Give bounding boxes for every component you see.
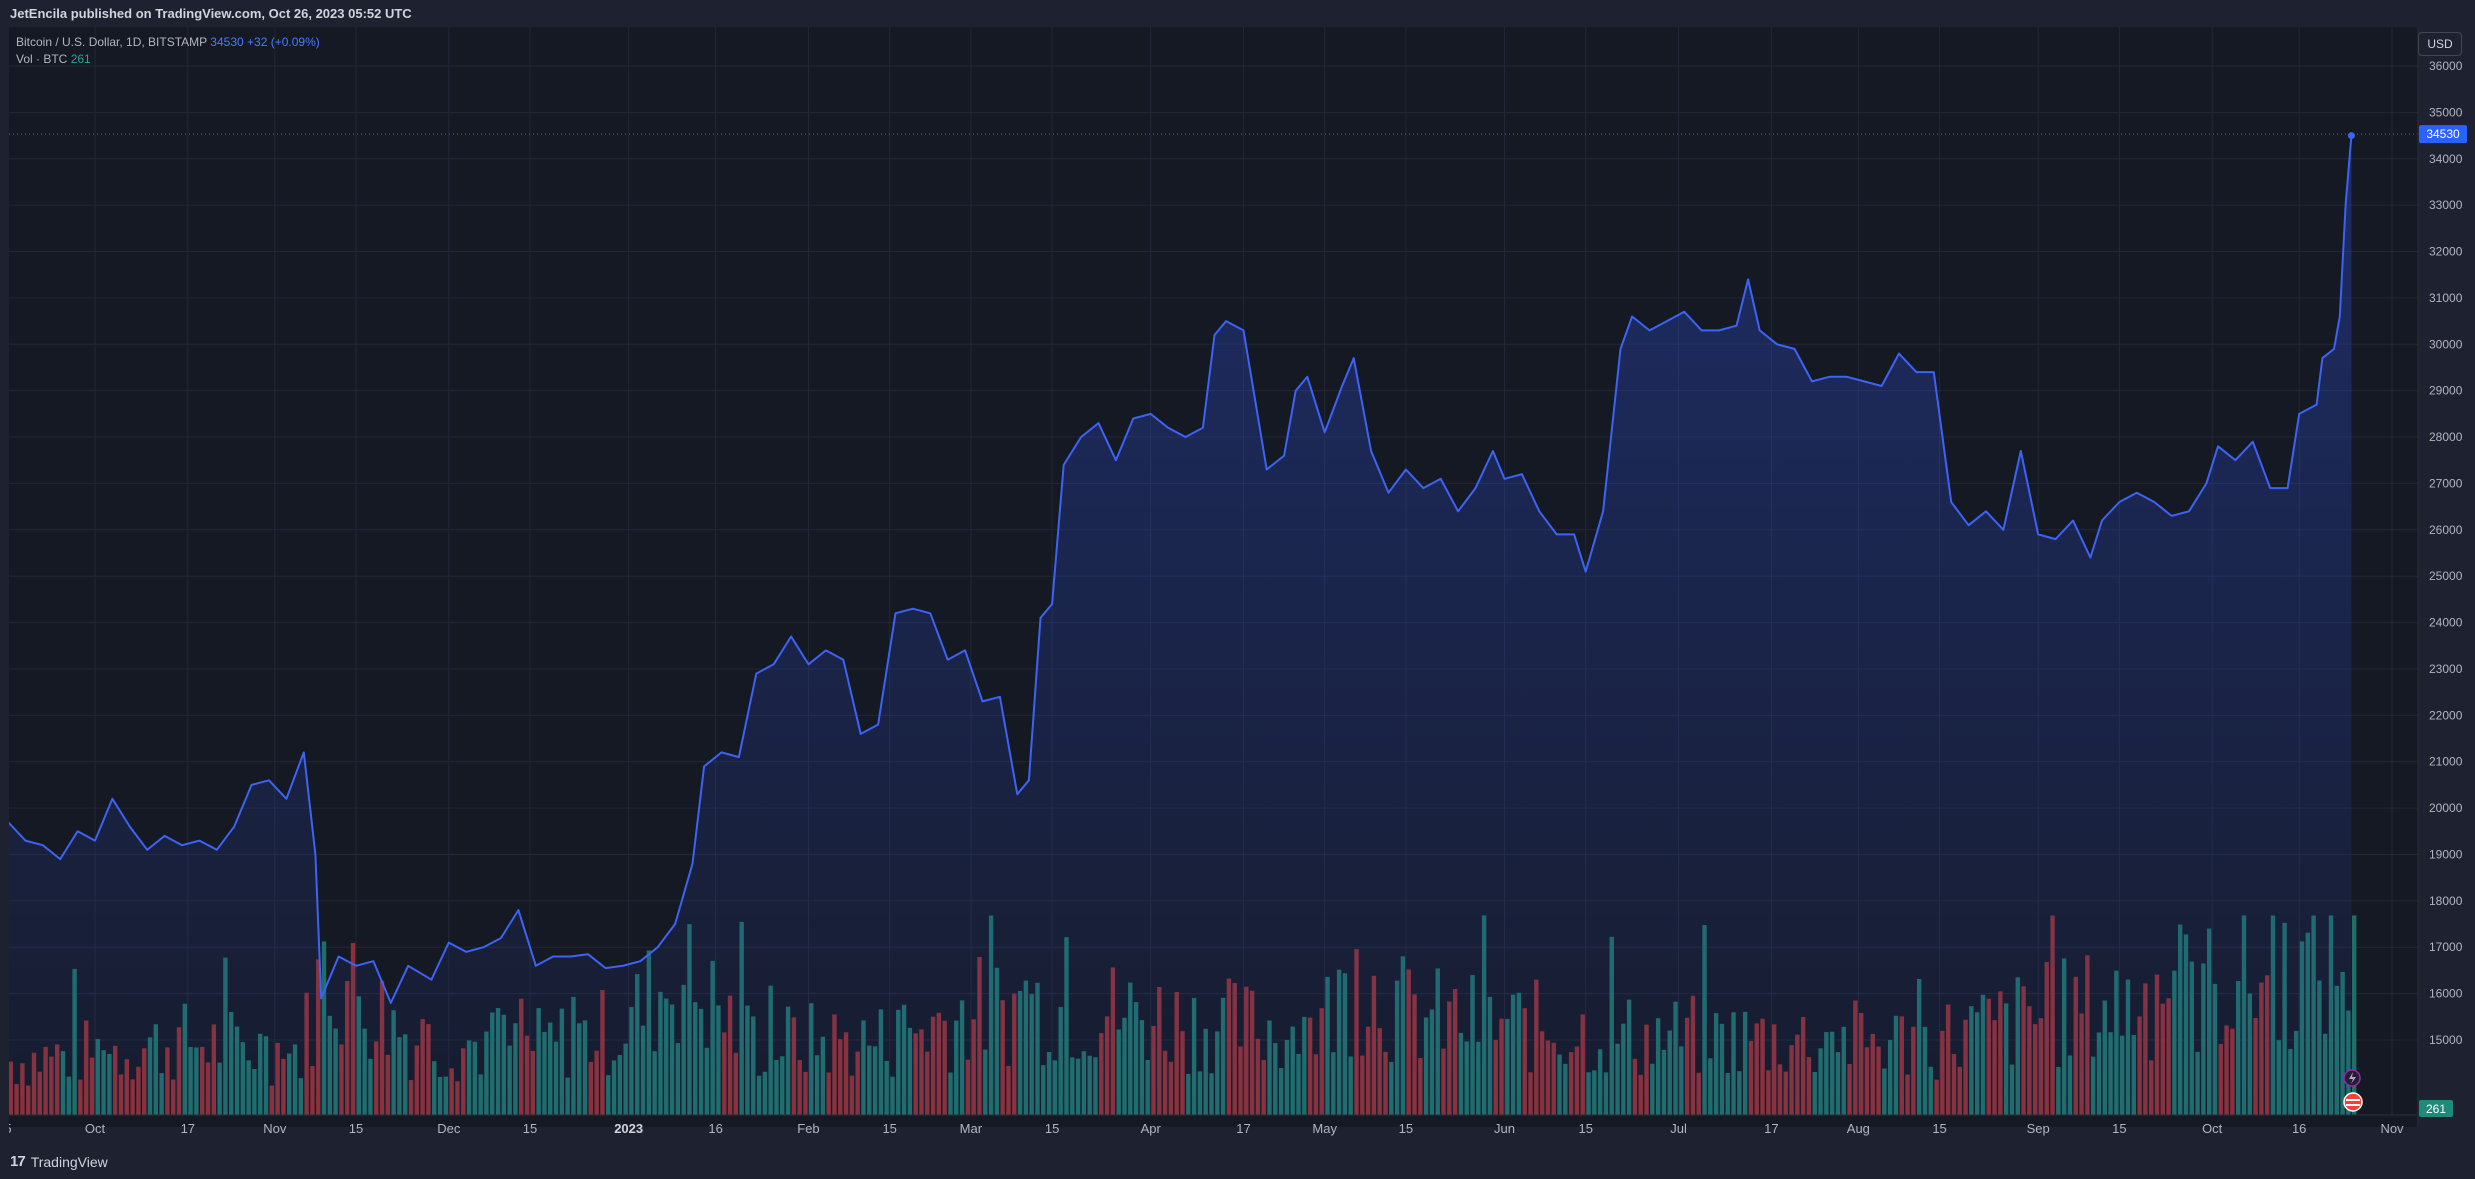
price-tick-label: 17000 <box>2429 940 2463 954</box>
time-tick-label: Jul <box>1670 1121 1687 1136</box>
time-tick-label: Sep <box>2027 1121 2050 1136</box>
price-tick-label: 34000 <box>2429 152 2463 166</box>
time-tick-label: 15 <box>523 1121 537 1136</box>
currency-button[interactable]: USD <box>2418 32 2462 56</box>
price-tick-label: 33000 <box>2429 198 2463 212</box>
time-tick-label: Jun <box>1494 1121 1515 1136</box>
volume-label: Vol · BTC <box>16 52 68 66</box>
flag-stripe-icon <box>2346 1099 2360 1101</box>
footer-bar: 17 TradingView <box>0 1145 2475 1179</box>
price-tick-label: 19000 <box>2429 847 2463 861</box>
time-tick-label: Oct <box>85 1121 106 1136</box>
time-tick-label: Nov <box>263 1121 287 1136</box>
time-tick-label: 15 <box>1932 1121 1946 1136</box>
tradingview-logo-icon: 17 <box>10 1153 26 1170</box>
time-tick-label: Aug <box>1847 1121 1870 1136</box>
symbol-legend-row[interactable]: Bitcoin / U.S. Dollar, 1D, BITSTAMP 3453… <box>16 34 320 51</box>
time-tick-label: 5 <box>9 1121 12 1136</box>
time-tick-label: 17 <box>1764 1121 1778 1136</box>
lightning-glyph-icon <box>2349 1072 2356 1084</box>
chart-area[interactable]: 15000 16000 17000 18000 19000 20000 21000 22000… <box>9 27 2467 1136</box>
price-area <box>9 132 2355 1115</box>
time-tick-label: 15 <box>2112 1121 2126 1136</box>
time-tick-label: 2023 <box>614 1121 643 1136</box>
volume-legend-row[interactable]: Vol · BTC 261 <box>16 51 320 68</box>
time-tick-label: 16 <box>2292 1121 2306 1136</box>
time-tick-label: Apr <box>1141 1121 1162 1136</box>
price-tick-label: 27000 <box>2429 476 2463 490</box>
volume-value: 261 <box>70 52 91 66</box>
price-tick-label: 26000 <box>2429 523 2463 537</box>
last-price-value: 34530 <box>210 35 244 49</box>
time-tick-label: 15 <box>1045 1121 1059 1136</box>
price-tick-label: 32000 <box>2429 245 2463 259</box>
chart-legend: Bitcoin / U.S. Dollar, 1D, BITSTAMP 3453… <box>16 34 320 68</box>
price-tick-label: 35000 <box>2429 105 2463 119</box>
price-tick-label: 31000 <box>2429 291 2463 305</box>
time-tick-label: Dec <box>437 1121 461 1136</box>
price-chart[interactable]: 15000 16000 17000 18000 19000 20000 21000 22000… <box>9 27 2475 1147</box>
price-area-fill <box>9 135 2352 1115</box>
volume-bar <box>2351 915 2357 1115</box>
price-tick-label: 20000 <box>2429 801 2463 815</box>
tradingview-logo[interactable]: 17 TradingView <box>10 1153 108 1170</box>
price-tick-label: 25000 <box>2429 569 2463 583</box>
event-icons <box>2343 1069 2363 1112</box>
time-tick-label: 15 <box>1399 1121 1413 1136</box>
price-tick-label: 16000 <box>2429 987 2463 1001</box>
price-tick-label: 23000 <box>2429 662 2463 676</box>
us-flag-event-icon <box>2343 1092 2363 1112</box>
time-tick-label: Nov <box>2380 1121 2404 1136</box>
header-bar: JetEncila published on TradingView.com, … <box>0 0 2475 27</box>
last-price-marker-label: 34530 <box>2426 127 2460 141</box>
price-line <box>9 135 2353 1004</box>
flag-stripe-icon <box>2346 1104 2360 1106</box>
last-volume-marker: 261 <box>2419 1100 2453 1117</box>
price-tick-label: 28000 <box>2429 430 2463 444</box>
price-tick-label: 24000 <box>2429 616 2463 630</box>
brand-name: TradingView <box>30 1153 108 1170</box>
time-axis[interactable]: 5 Oct 17 Nov 15 Dec 15 2023 16 Feb 15 Mar 15 Apr 17 May… <box>9 1114 2418 1136</box>
time-tick-label: 15 <box>349 1121 363 1136</box>
symbol-name: Bitcoin / U.S. Dollar, 1D, BITSTAMP <box>16 35 207 49</box>
price-tick-label: 29000 <box>2429 384 2463 398</box>
price-change: +32 (+0.09%) <box>247 35 320 49</box>
time-tick-label: 15 <box>882 1121 896 1136</box>
time-tick-label: 17 <box>1236 1121 1250 1136</box>
price-tick-label: 22000 <box>2429 708 2463 722</box>
price-tick-label: 18000 <box>2429 894 2463 908</box>
price-tick-label: 30000 <box>2429 337 2463 351</box>
time-tick-label: Feb <box>797 1121 819 1136</box>
price-tick-label: 36000 <box>2429 59 2463 73</box>
published-caption: JetEncila published on TradingView.com, … <box>10 6 412 21</box>
last-volume-marker-bg <box>2419 1100 2453 1117</box>
axis-markers: 34530 261 <box>2343 125 2467 1117</box>
price-axis[interactable]: 15000 16000 17000 18000 19000 20000 21000 22000… <box>2417 27 2463 1127</box>
time-tick-label: Mar <box>960 1121 983 1136</box>
time-tick-label: 17 <box>181 1121 195 1136</box>
time-tick-label: Oct <box>2202 1121 2223 1136</box>
last-price-marker: 34530 <box>2419 125 2467 144</box>
last-price-dot <box>2347 132 2355 140</box>
last-volume-marker-label: 261 <box>2426 1102 2446 1116</box>
time-tick-label: May <box>1312 1121 1337 1136</box>
time-tick-label: 15 <box>1578 1121 1592 1136</box>
time-tick-label: 16 <box>708 1121 722 1136</box>
price-tick-label: 15000 <box>2429 1033 2463 1047</box>
last-price-marker-bg <box>2419 125 2467 144</box>
price-tick-label: 21000 <box>2429 755 2463 769</box>
